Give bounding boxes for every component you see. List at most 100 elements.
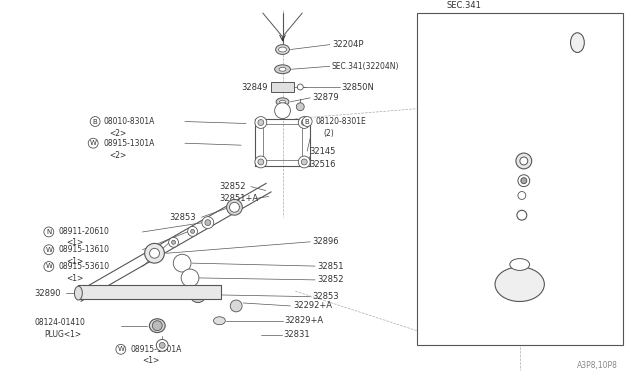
Circle shape <box>230 202 239 212</box>
Circle shape <box>44 245 54 255</box>
Circle shape <box>181 269 199 287</box>
Circle shape <box>191 230 195 233</box>
Circle shape <box>298 84 303 90</box>
Text: <2>: <2> <box>109 151 126 160</box>
Circle shape <box>517 210 527 220</box>
Circle shape <box>145 243 164 263</box>
Circle shape <box>190 287 206 302</box>
Circle shape <box>278 106 287 116</box>
Bar <box>78 285 221 299</box>
Circle shape <box>152 321 162 331</box>
Circle shape <box>188 227 198 236</box>
Circle shape <box>44 227 54 237</box>
Text: 08915-1401A: 08915-1401A <box>131 345 182 354</box>
Circle shape <box>258 159 264 165</box>
Text: W: W <box>45 263 52 269</box>
Ellipse shape <box>495 267 545 301</box>
Text: N: N <box>46 229 51 235</box>
Circle shape <box>202 217 214 228</box>
Circle shape <box>150 248 159 258</box>
Text: 32849: 32849 <box>241 83 268 92</box>
Circle shape <box>90 116 100 126</box>
Text: 32890: 32890 <box>34 289 61 298</box>
Ellipse shape <box>570 33 584 52</box>
Text: 32852: 32852 <box>317 275 344 284</box>
Text: <1>: <1> <box>67 257 84 266</box>
Ellipse shape <box>280 100 285 103</box>
Circle shape <box>205 219 211 225</box>
Text: <1>: <1> <box>143 356 160 365</box>
Text: 32879: 32879 <box>312 93 339 102</box>
Circle shape <box>230 300 242 312</box>
Text: B: B <box>93 119 97 125</box>
Circle shape <box>227 199 243 215</box>
Circle shape <box>302 116 312 126</box>
Text: B: B <box>305 119 310 125</box>
Ellipse shape <box>276 45 289 54</box>
Text: W: W <box>45 247 52 253</box>
Text: 08010-8301A: 08010-8301A <box>103 117 154 126</box>
Text: SEC.341: SEC.341 <box>446 1 481 10</box>
Text: 32851+A: 32851+A <box>220 194 259 203</box>
Text: <1>: <1> <box>67 274 84 283</box>
Circle shape <box>44 262 54 272</box>
Circle shape <box>301 119 307 125</box>
Ellipse shape <box>279 67 286 71</box>
Circle shape <box>296 103 304 110</box>
Circle shape <box>520 157 528 165</box>
Text: 32292+A: 32292+A <box>293 301 332 310</box>
Text: 32852: 32852 <box>220 182 246 191</box>
Text: A3P8,10P8: A3P8,10P8 <box>577 360 618 370</box>
Ellipse shape <box>278 47 287 52</box>
Text: 08120-8301E: 08120-8301E <box>315 117 366 126</box>
Circle shape <box>275 103 291 119</box>
Circle shape <box>298 116 310 128</box>
Text: W: W <box>90 140 97 146</box>
Text: 32851: 32851 <box>317 262 344 270</box>
Circle shape <box>168 237 179 247</box>
Circle shape <box>159 342 165 348</box>
Ellipse shape <box>510 259 529 270</box>
Circle shape <box>88 138 98 148</box>
Text: SEC.341(32204N): SEC.341(32204N) <box>332 62 399 71</box>
Circle shape <box>255 116 267 128</box>
Text: 32850N: 32850N <box>342 83 374 92</box>
Text: PLUG<1>: PLUG<1> <box>44 330 81 339</box>
Ellipse shape <box>276 98 289 106</box>
Text: 32853: 32853 <box>169 213 196 222</box>
Circle shape <box>518 175 530 187</box>
Text: 08915-1301A: 08915-1301A <box>103 139 154 148</box>
Text: 32516: 32516 <box>309 160 335 169</box>
Bar <box>417 13 623 345</box>
Circle shape <box>172 240 175 244</box>
Circle shape <box>258 119 264 125</box>
Bar <box>271 82 294 92</box>
Text: 32831: 32831 <box>284 330 310 339</box>
Circle shape <box>255 156 267 168</box>
Circle shape <box>301 159 307 165</box>
Ellipse shape <box>214 317 225 325</box>
Circle shape <box>173 254 191 272</box>
Circle shape <box>516 153 532 169</box>
Ellipse shape <box>149 319 165 333</box>
Text: <2>: <2> <box>109 129 126 138</box>
Text: 32896: 32896 <box>312 237 339 246</box>
Text: 08911-20610: 08911-20610 <box>59 227 109 237</box>
Ellipse shape <box>275 65 291 74</box>
Text: 08124-01410: 08124-01410 <box>34 318 85 327</box>
Circle shape <box>176 257 188 269</box>
Circle shape <box>521 178 527 184</box>
Circle shape <box>184 272 196 284</box>
Text: 32145: 32145 <box>309 147 335 155</box>
Circle shape <box>116 344 125 354</box>
Ellipse shape <box>74 286 83 300</box>
Circle shape <box>298 156 310 168</box>
Text: 08915-53610: 08915-53610 <box>59 262 110 271</box>
Text: (2): (2) <box>323 129 333 138</box>
Text: 32829+A: 32829+A <box>285 316 324 325</box>
Text: 08915-13610: 08915-13610 <box>59 245 109 254</box>
Circle shape <box>156 340 168 351</box>
Text: 32204P: 32204P <box>332 40 364 49</box>
Text: W: W <box>117 346 124 352</box>
Text: <1>: <1> <box>67 238 84 247</box>
